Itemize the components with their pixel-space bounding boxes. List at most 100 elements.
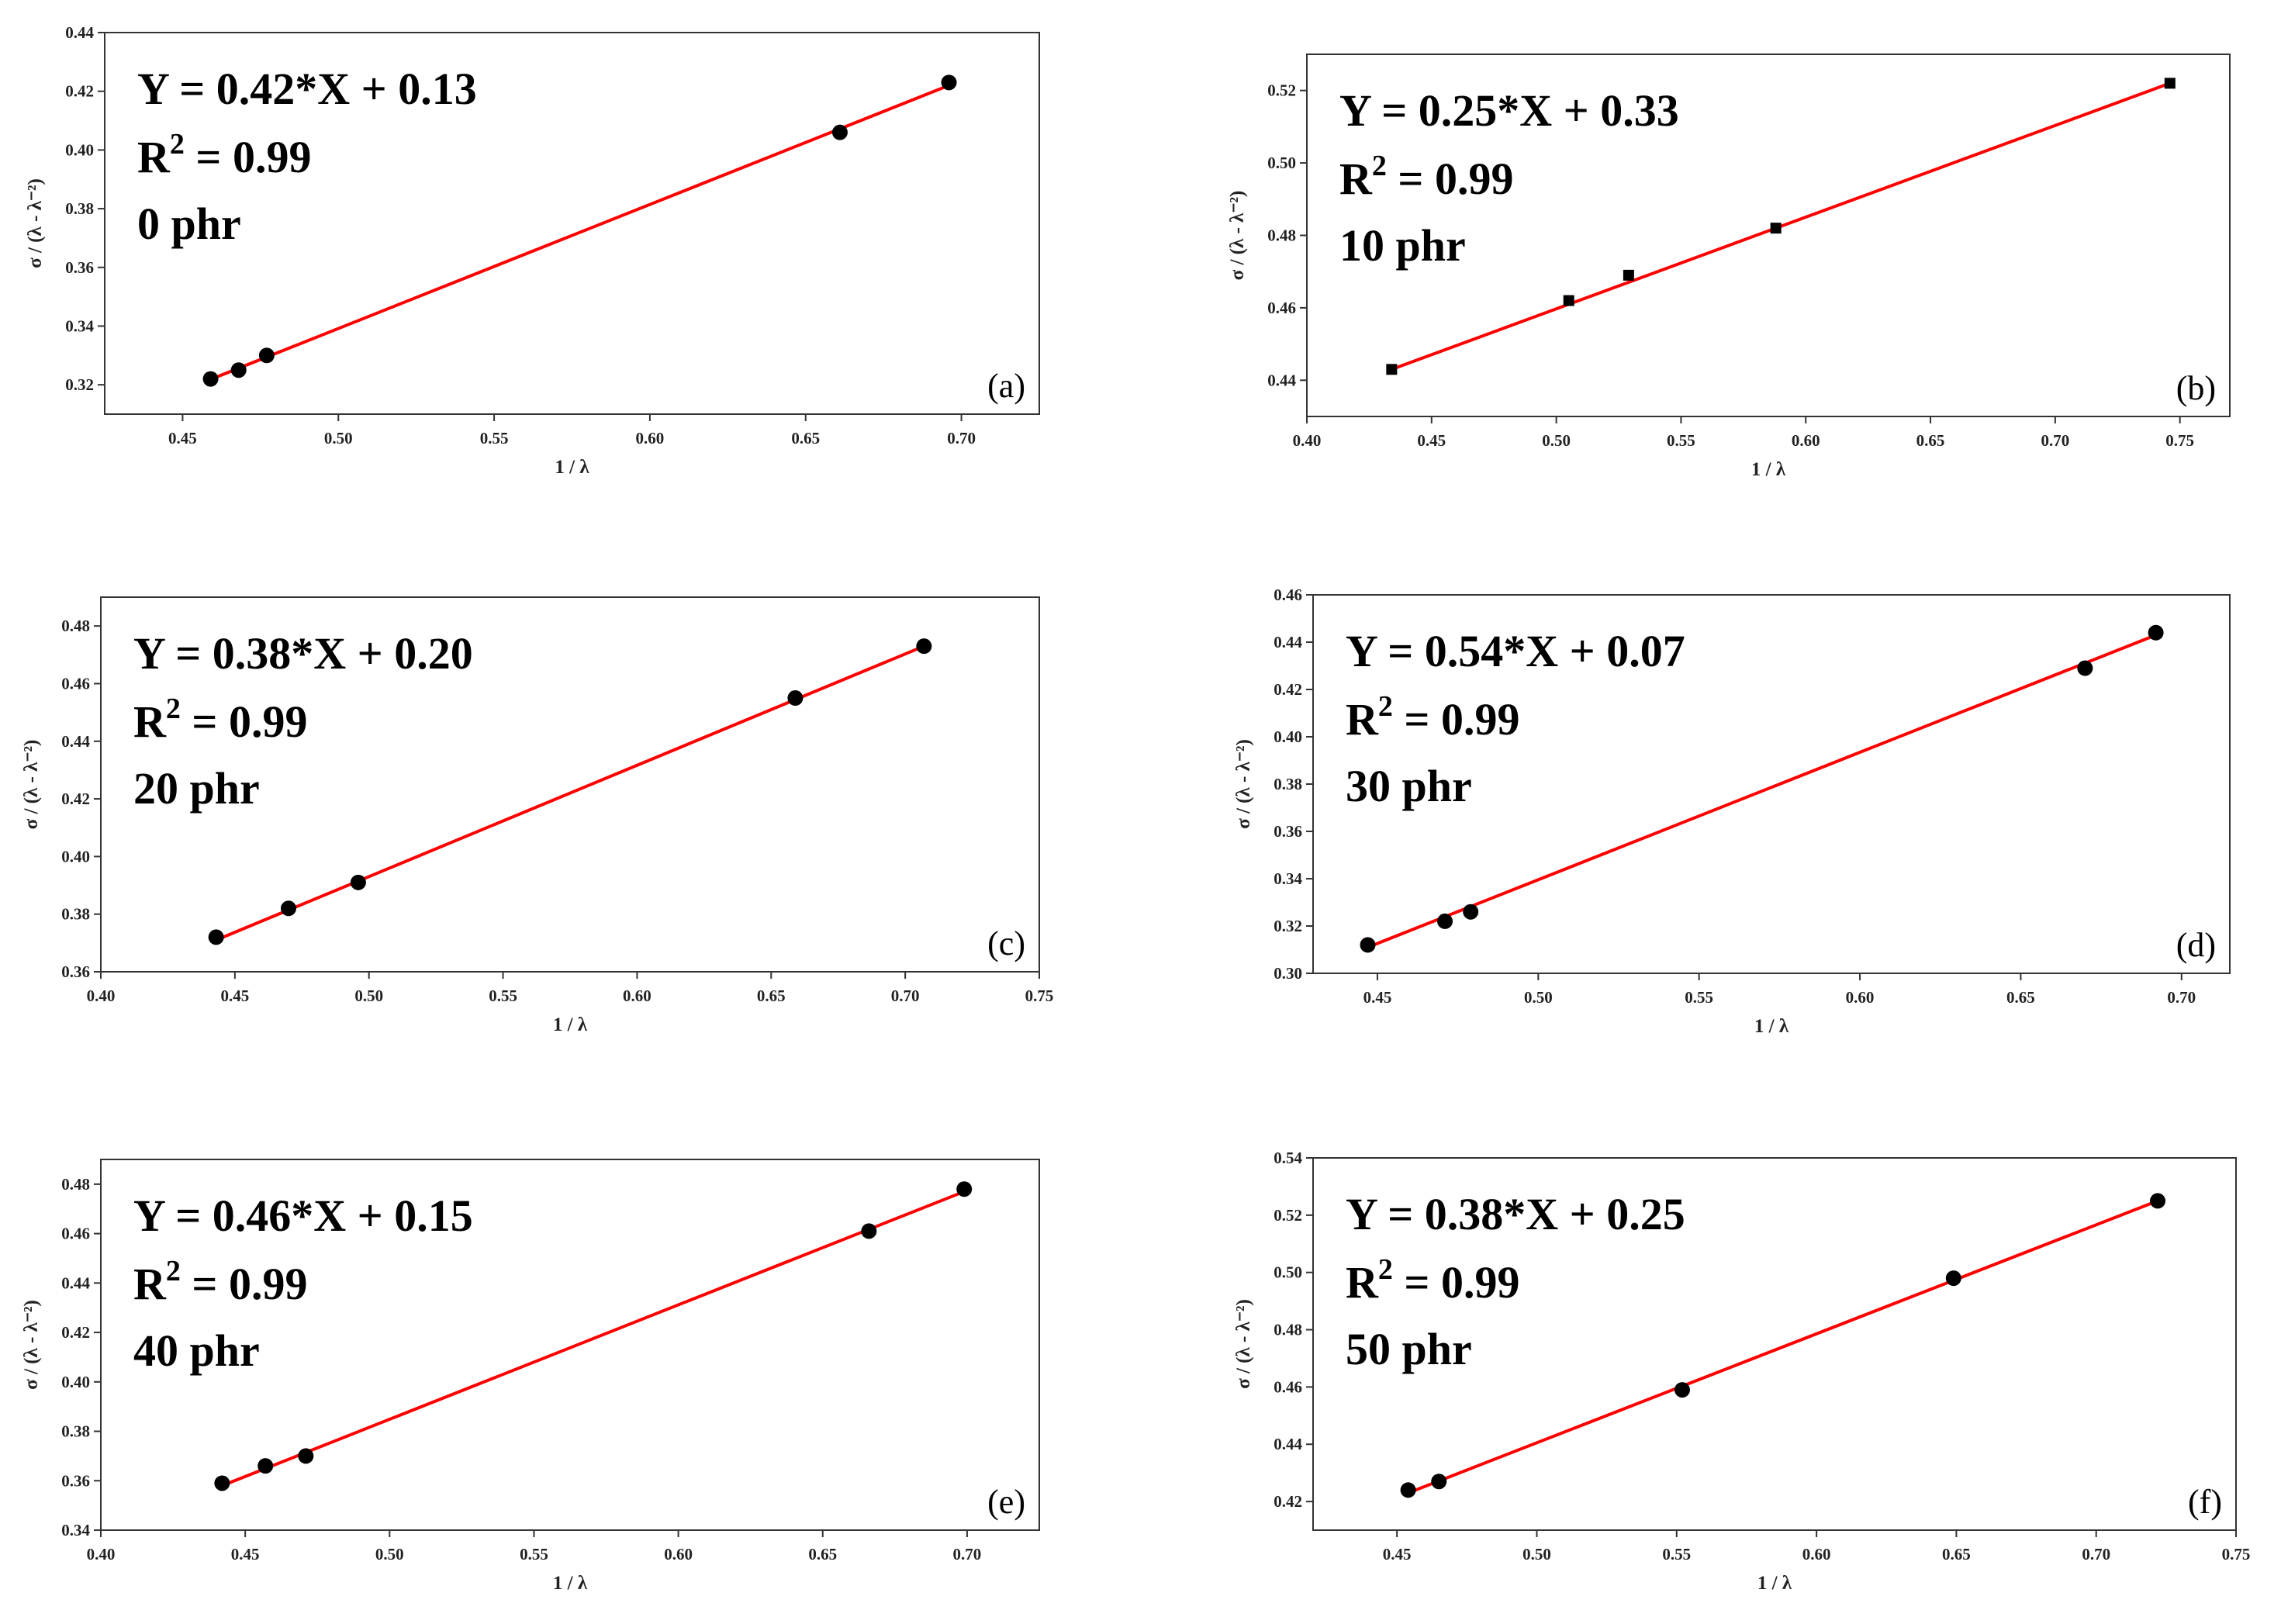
data-point [941, 74, 957, 91]
x-tick-label: 0.75 [2222, 1545, 2251, 1564]
y-tick-label: 0.38 [65, 199, 94, 218]
regression-equation: Y = 0.25*X + 0.33 [1339, 85, 1679, 136]
y-tick-label: 0.42 [65, 82, 94, 101]
data-point [1463, 904, 1479, 920]
x-tick-label: 0.45 [220, 986, 249, 1005]
y-tick-label: 0.36 [61, 1471, 90, 1490]
x-tick-label: 0.65 [1916, 431, 1945, 450]
data-point [1623, 269, 1634, 281]
r-squared-symbol: R [1346, 694, 1379, 745]
y-axis-label: σ / (λ - λ⁻²) [1227, 191, 1248, 281]
y-tick-label: 0.44 [1274, 1435, 1302, 1453]
y-tick-label: 0.38 [1274, 775, 1302, 793]
data-point [1563, 295, 1574, 306]
x-tick-label: 0.45 [1383, 1545, 1412, 1564]
fit-line [221, 1190, 965, 1488]
data-point [2148, 624, 2164, 641]
plot-frame [1312, 1157, 2237, 1531]
r-squared: R2 = 0.99 [1346, 690, 1519, 745]
y-tick-label: 0.46 [1267, 299, 1296, 317]
y-tick-label: 0.42 [61, 1323, 90, 1342]
y-tick-label: 0.46 [61, 1225, 90, 1243]
x-tick-label: 0.65 [1942, 1545, 1971, 1564]
r-squared-value: = 0.99 [1393, 1257, 1520, 1308]
x-tick-label: 0.65 [808, 1545, 837, 1564]
chart-f: 0.45 0.50 0.55 0.60 0.65 0.70 0.75 0.42 0.44 0.46… [1233, 1149, 2250, 1594]
regression-equation: Y = 0.42*X + 0.13 [137, 64, 477, 114]
x-tick-label: 0.45 [168, 429, 197, 447]
y-axis-label: σ / (λ - λ⁻²) [25, 178, 46, 268]
x-tick-label: 0.75 [1025, 986, 1054, 1005]
y-tick-label: 0.52 [1274, 1206, 1302, 1225]
x-tick-label: 0.40 [87, 986, 116, 1005]
fit-line [203, 84, 950, 384]
y-tick-label: 0.38 [61, 1422, 90, 1441]
data-point [2077, 660, 2093, 676]
x-axis-label: 1 / λ [553, 1573, 588, 1594]
x-tick-label: 0.70 [2082, 1545, 2110, 1564]
fit-line [1407, 1199, 2158, 1494]
r-squared-exponent: 2 [166, 693, 181, 725]
y-tick-label: 0.44 [1274, 633, 1302, 651]
x-tick-label: 0.40 [1293, 431, 1322, 450]
r-squared-value: = 0.99 [181, 696, 308, 747]
y-tick-label: 0.48 [61, 1175, 90, 1194]
y-tick-label: 0.36 [1274, 822, 1302, 841]
y-tick-label: 0.44 [65, 23, 94, 42]
y-tick-label: 0.42 [1274, 680, 1302, 699]
regression-equation: Y = 0.54*X + 0.07 [1346, 626, 1685, 676]
regression-equation: Y = 0.38*X + 0.20 [133, 628, 473, 679]
chart-c: 0.40 0.45 0.50 0.55 0.60 0.65 0.70 0.75 0.36 0.38… [21, 596, 1054, 1035]
r-squared-symbol: R [133, 696, 167, 747]
y-axis-label: σ / (λ - λ⁻²) [1233, 739, 1254, 829]
x-tick-label: 0.65 [757, 986, 786, 1005]
r-squared: R2 = 0.99 [137, 128, 311, 182]
x-tick-label: 0.60 [664, 1545, 693, 1564]
x-tick-label: 0.55 [1662, 1545, 1691, 1564]
fit-line [215, 644, 925, 942]
y-tick-label: 0.46 [1274, 586, 1302, 604]
y-tick-label: 0.44 [1267, 371, 1296, 389]
plot-frame [104, 32, 1040, 415]
data-point [298, 1448, 314, 1464]
data-point [1360, 937, 1376, 953]
panel-label: (b) [2176, 369, 2216, 407]
x-tick-label: 0.50 [1524, 988, 1553, 1007]
x-tick-label: 0.55 [520, 1545, 548, 1564]
r-squared-exponent: 2 [1372, 150, 1387, 182]
y-axis-label: σ / (λ - λ⁻²) [21, 740, 42, 830]
chart-b: 0.40 0.45 0.50 0.55 0.60 0.65 0.70 0.75 0.44 0.46… [1227, 54, 2231, 480]
r-squared-symbol: R [1339, 154, 1373, 204]
y-tick-label: 0.46 [61, 674, 90, 693]
x-tick-label: 0.50 [1542, 431, 1571, 450]
data-point [350, 874, 366, 890]
y-tick-label: 0.34 [61, 1521, 90, 1539]
y-tick-label: 0.40 [61, 847, 90, 866]
fit-line [1367, 633, 2157, 949]
sample-label: 50 phr [1346, 1324, 1472, 1374]
data-point [230, 362, 247, 378]
data-point [861, 1223, 877, 1239]
r-squared-exponent: 2 [1378, 690, 1393, 723]
regression-equation: Y = 0.38*X + 0.25 [1346, 1189, 1685, 1239]
data-point [787, 690, 804, 707]
y-tick-label: 0.50 [1274, 1263, 1302, 1282]
y-tick-label: 0.34 [65, 316, 94, 335]
y-axis-label: σ / (λ - λ⁻²) [21, 1300, 42, 1390]
data-point [956, 1181, 973, 1197]
data-point [258, 347, 275, 364]
x-tick-label: 0.45 [1363, 988, 1392, 1007]
y-tick-label: 0.44 [61, 1273, 90, 1292]
sample-label: 30 phr [1346, 761, 1472, 811]
x-tick-label: 0.55 [1685, 988, 1713, 1007]
y-tick-label: 0.46 [1274, 1377, 1302, 1396]
r-squared-symbol: R [137, 132, 171, 182]
r-squared-exponent: 2 [1378, 1253, 1393, 1286]
x-tick-label: 0.60 [1802, 1545, 1831, 1564]
y-tick-label: 0.40 [61, 1373, 90, 1391]
r-squared: R2 = 0.99 [1346, 1253, 1519, 1308]
data-point [257, 1458, 274, 1474]
panel-label: (d) [2176, 926, 2216, 964]
data-point [2150, 1193, 2166, 1209]
